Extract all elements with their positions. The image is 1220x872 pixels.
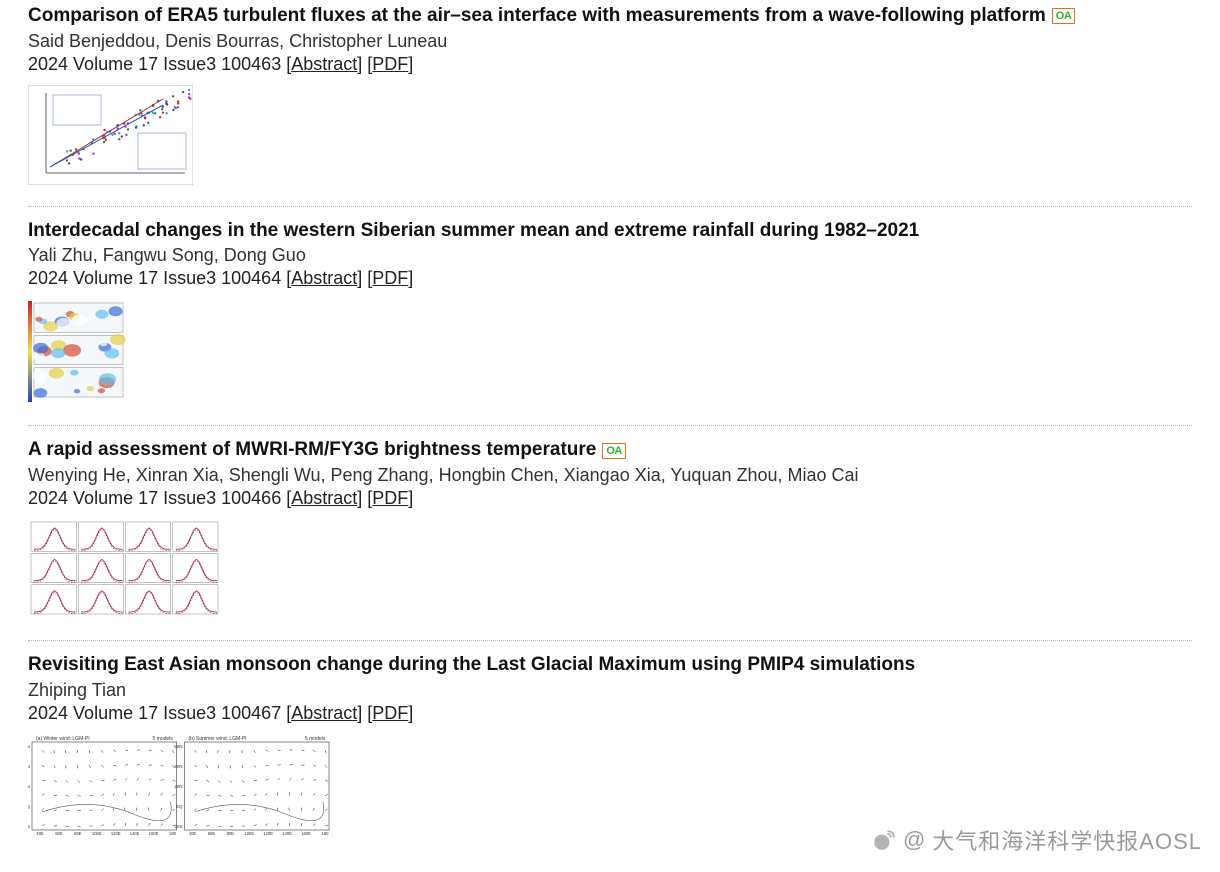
abstract-link[interactable]: Abstract: [291, 54, 357, 74]
maps-thumb: [28, 299, 133, 404]
divider: [28, 206, 1192, 207]
svg-text:180: 180: [169, 831, 177, 836]
svg-text:5 models: 5 models: [305, 736, 326, 742]
article-authors: Yali Zhu, Fangwu Song, Dong Guo: [28, 245, 1192, 266]
svg-text:140E: 140E: [130, 831, 140, 836]
grid-thumb: [28, 519, 223, 619]
article-thumbnail[interactable]: [28, 299, 133, 404]
article: A rapid assessment of MWRI-RM/FY3G brigh…: [28, 434, 1192, 636]
abstract-link[interactable]: Abstract: [291, 488, 357, 508]
article-list: Comparison of ERA5 turbulent fluxes at t…: [0, 0, 1220, 861]
article-authors: Wenying He, Xinran Xia, Shengli Wu, Peng…: [28, 465, 1192, 486]
divider: [28, 640, 1192, 641]
pdf-link[interactable]: PDF: [372, 268, 408, 288]
article-authors: Zhiping Tian: [28, 680, 1192, 701]
article: Comparison of ERA5 turbulent fluxes at t…: [28, 0, 1192, 202]
svg-text:80E: 80E: [74, 831, 82, 836]
svg-text:160E: 160E: [301, 831, 311, 836]
article-title[interactable]: Interdecadal changes in the western Sibe…: [28, 219, 919, 244]
svg-text:EQ: EQ: [176, 804, 183, 809]
article-citation: 2024 Volume 17 Issue3 100466: [28, 488, 286, 508]
svg-text:40E: 40E: [189, 831, 197, 836]
svg-text:100E: 100E: [92, 831, 102, 836]
svg-text:20N: 20N: [174, 784, 182, 789]
svg-text:160E: 160E: [149, 831, 159, 836]
svg-text:140E: 140E: [282, 831, 292, 836]
svg-text:(a) Winter wind: LGM-PI: (a) Winter wind: LGM-PI: [36, 736, 90, 742]
svg-text:180: 180: [322, 831, 330, 836]
svg-text:(b) Summer wind: LGM-PI: (b) Summer wind: LGM-PI: [189, 736, 247, 742]
article-citation: 2024 Volume 17 Issue3 100467: [28, 703, 286, 723]
svg-text:20S: 20S: [28, 824, 30, 829]
article-meta: 2024 Volume 17 Issue3 100466 [Abstract] …: [28, 488, 1192, 509]
divider: [28, 425, 1192, 426]
svg-text:20N: 20N: [28, 784, 30, 789]
abstract-link[interactable]: Abstract: [291, 268, 357, 288]
scatter-thumb: [28, 85, 193, 185]
oa-badge: OA: [1052, 8, 1076, 24]
svg-text:80E: 80E: [227, 831, 235, 836]
svg-text:40N: 40N: [28, 764, 30, 769]
article-thumbnail[interactable]: (a) Winter wind: LGM-PI 5 models 60N 40N 2…: [28, 734, 333, 836]
svg-text:40E: 40E: [36, 831, 44, 836]
abstract-link[interactable]: Abstract: [291, 703, 357, 723]
article-meta: 2024 Volume 17 Issue3 100467 [Abstract] …: [28, 703, 1192, 724]
svg-text:120E: 120E: [263, 831, 273, 836]
article-citation: 2024 Volume 17 Issue3 100464: [28, 268, 286, 288]
svg-text:120E: 120E: [111, 831, 121, 836]
pdf-link[interactable]: PDF: [372, 703, 408, 723]
vector-thumb: (a) Winter wind: LGM-PI 5 models 60N 40N 2…: [28, 734, 333, 836]
svg-text:60N: 60N: [28, 744, 30, 749]
svg-text:100E: 100E: [244, 831, 254, 836]
pdf-link[interactable]: PDF: [372, 488, 408, 508]
article-citation: 2024 Volume 17 Issue3 100463: [28, 54, 286, 74]
article-title[interactable]: Revisiting East Asian monsoon change dur…: [28, 653, 915, 678]
article: Revisiting East Asian monsoon change dur…: [28, 649, 1192, 853]
article-meta: 2024 Volume 17 Issue3 100463 [Abstract] …: [28, 54, 1192, 75]
svg-text:60N: 60N: [174, 744, 182, 749]
svg-text:60E: 60E: [208, 831, 216, 836]
svg-text:5 models: 5 models: [153, 736, 174, 742]
svg-text:60E: 60E: [55, 831, 63, 836]
article-meta: 2024 Volume 17 Issue3 100464 [Abstract] …: [28, 268, 1192, 289]
article-authors: Said Benjeddou, Denis Bourras, Christoph…: [28, 31, 1192, 52]
article: Interdecadal changes in the western Sibe…: [28, 215, 1192, 422]
svg-text:40N: 40N: [174, 764, 182, 769]
article-thumbnail[interactable]: [28, 519, 223, 619]
pdf-link[interactable]: PDF: [372, 54, 408, 74]
article-title[interactable]: A rapid assessment of MWRI-RM/FY3G brigh…: [28, 438, 596, 463]
article-title[interactable]: Comparison of ERA5 turbulent fluxes at t…: [28, 4, 1046, 29]
oa-badge: OA: [602, 443, 626, 459]
article-thumbnail[interactable]: [28, 85, 193, 185]
svg-text:20S: 20S: [174, 824, 182, 829]
